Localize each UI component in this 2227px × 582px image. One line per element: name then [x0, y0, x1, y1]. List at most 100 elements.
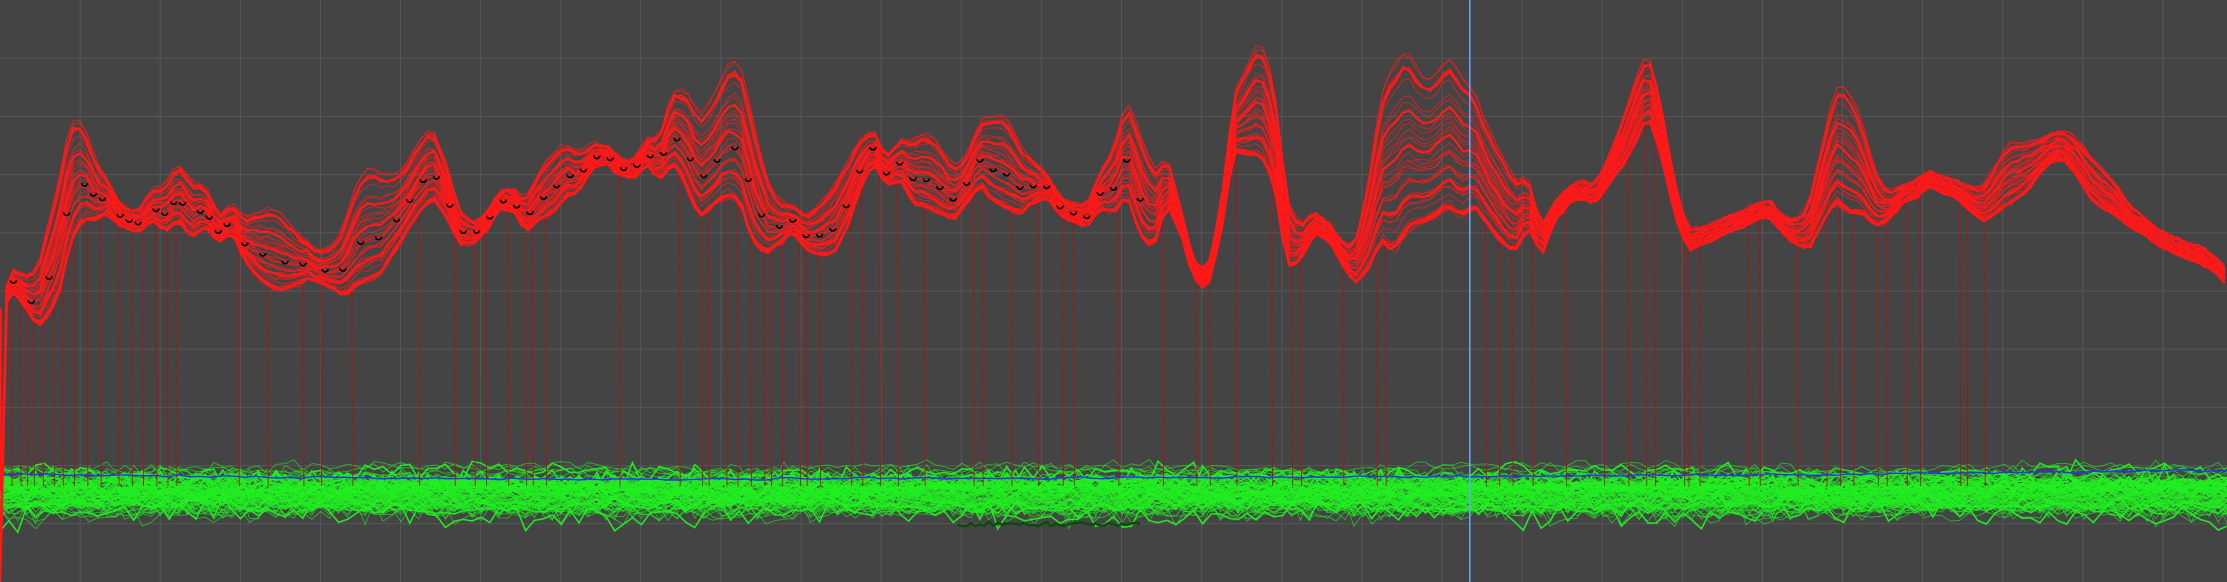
black-marker: [909, 177, 917, 182]
black-marker: [686, 157, 695, 162]
red-drop-line: [1683, 238, 1686, 486]
red-drop-line: [99, 218, 102, 486]
black-marker: [281, 260, 289, 265]
red-drop-line: [32, 321, 35, 486]
red-drop-line: [805, 250, 808, 486]
red-series-line: [0, 97, 2226, 577]
red-series-line: [0, 63, 2226, 568]
red-drop-line: [1208, 282, 1211, 486]
black-marker: [152, 208, 160, 213]
black-marker: [512, 204, 521, 209]
black-marker: [63, 212, 71, 217]
red-drop-line: [850, 219, 853, 486]
red-series-line: [0, 80, 2226, 571]
red-drop-line: [1271, 181, 1274, 486]
red-drop-line: [61, 282, 64, 486]
red-drop-line: [1384, 248, 1387, 486]
black-marker: [1096, 191, 1104, 196]
red-drop-line: [1061, 216, 1064, 486]
red-drop-line: [819, 256, 822, 486]
black-marker: [552, 184, 561, 189]
black-marker: [223, 223, 231, 227]
green-series-line: [0, 458, 2227, 493]
black-marker: [593, 155, 601, 160]
red-drop-line: [26, 311, 29, 486]
black-marker: [89, 192, 98, 197]
red-drop-line: [879, 174, 882, 486]
black-marker: [673, 137, 681, 142]
black-marker: [134, 221, 142, 226]
red-drop-line: [1796, 245, 1799, 486]
red-series-line: [0, 109, 2226, 577]
red-drop-line: [1983, 220, 1986, 486]
black-marker: [258, 252, 267, 257]
red-drop-line: [1565, 206, 1568, 486]
red-drop-line: [1195, 281, 1198, 486]
red-drop-line: [1342, 265, 1345, 486]
black-marker: [539, 195, 548, 200]
red-series-line: [0, 104, 2226, 576]
red-drop-line: [41, 323, 44, 486]
black-marker: [659, 151, 668, 156]
red-drop-line: [1627, 157, 1630, 486]
black-marker: [579, 168, 588, 173]
red-series-line: [0, 120, 2226, 582]
red-series-line: [0, 102, 2226, 578]
black-marker: [205, 215, 214, 220]
green-series-line: [0, 469, 2227, 495]
red-drop-line: [1602, 192, 1605, 486]
black-marker: [1042, 185, 1051, 190]
red-drop-line: [1825, 219, 1828, 486]
black-marker: [486, 215, 494, 220]
black-marker: [699, 174, 708, 179]
red-series-line: [0, 114, 2226, 579]
red-drop-line: [10, 294, 13, 486]
black-marker: [731, 146, 739, 151]
black-marker: [241, 242, 249, 247]
red-drop-line: [1687, 250, 1690, 486]
red-series-line: [0, 103, 2226, 578]
green-series-group: [0, 458, 2227, 534]
black-marker: [829, 227, 837, 232]
black-marker: [922, 178, 931, 183]
black-marker: [160, 212, 169, 217]
red-drop-line: [1654, 136, 1657, 486]
red-series-line: [0, 49, 2226, 565]
red-series-line: [0, 73, 2226, 569]
black-marker: [178, 201, 187, 206]
red-drop-line: [972, 194, 975, 486]
red-drop-line: [781, 242, 784, 486]
green-series-line: [0, 485, 2227, 520]
red-drop-line: [861, 187, 864, 486]
black-marker: [459, 230, 468, 234]
black-marker: [775, 224, 784, 229]
black-marker: [214, 230, 223, 235]
red-drop-line: [1852, 215, 1855, 486]
black-marker: [619, 167, 628, 172]
black-marker: [321, 268, 329, 273]
red-drop-line: [1531, 236, 1534, 486]
black-marker: [949, 197, 957, 202]
red-drop-line: [1965, 207, 1968, 486]
red-drop-line: [1511, 254, 1514, 486]
red-drop-line: [473, 242, 476, 486]
black-marker: [392, 218, 401, 223]
red-drop-line: [484, 232, 487, 486]
black-marker: [1109, 186, 1118, 191]
black-marker: [1002, 172, 1011, 177]
red-drop-line: [266, 287, 269, 486]
black-marker: [374, 236, 383, 241]
black-marker: [405, 199, 414, 203]
red-drop-line: [1919, 193, 1922, 486]
red-drop-line: [531, 226, 534, 486]
red-drop-line: [618, 174, 621, 486]
red-drop-line: [1117, 209, 1120, 486]
green-series-line: [0, 462, 2227, 492]
red-drop-line: [1839, 207, 1842, 486]
green-series-line: [0, 458, 2227, 480]
blue-series-group: [0, 468, 2227, 481]
red-drop-line: [320, 283, 323, 486]
red-drop-line: [678, 174, 681, 486]
